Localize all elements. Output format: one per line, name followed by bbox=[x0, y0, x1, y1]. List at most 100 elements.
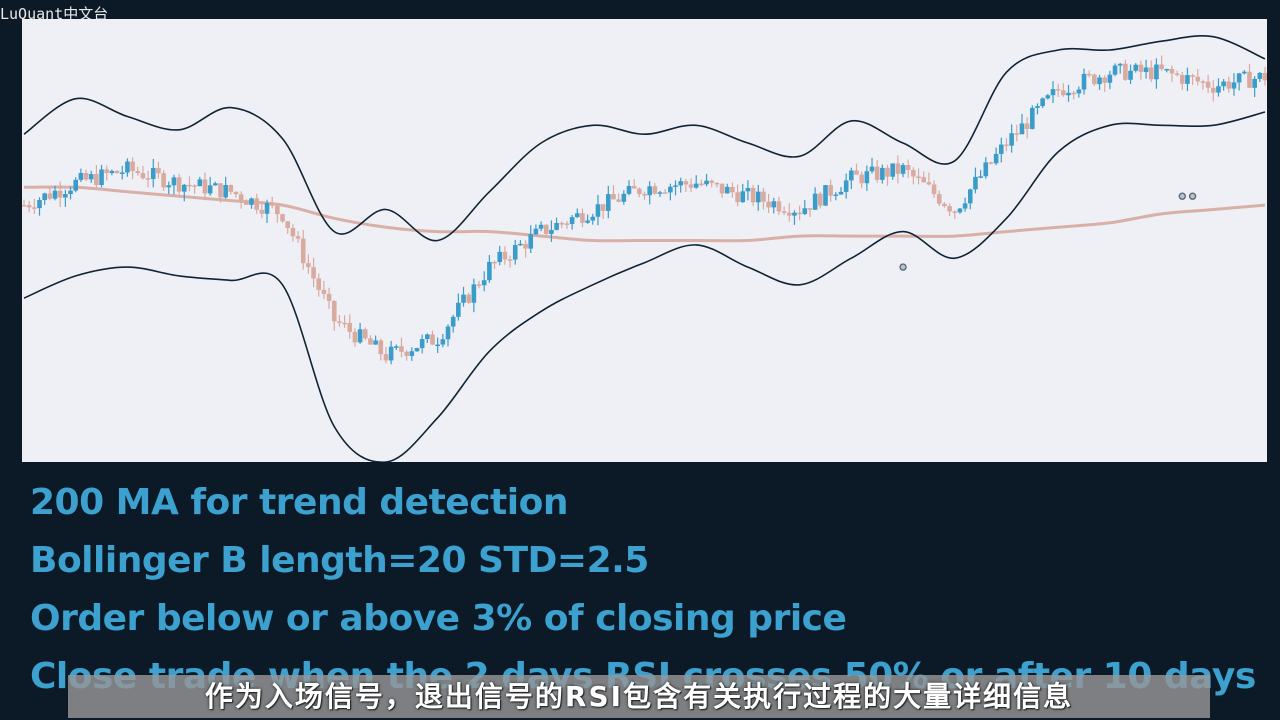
candle-body bbox=[864, 171, 870, 184]
candle-body bbox=[905, 165, 911, 170]
candle-body bbox=[957, 208, 963, 213]
candle-body bbox=[730, 186, 735, 193]
candle-body bbox=[637, 188, 642, 195]
candle-body bbox=[114, 170, 120, 174]
rule-order: Order below or above 3% of closing price bbox=[30, 598, 847, 639]
candle-body bbox=[983, 162, 989, 177]
candle-body bbox=[26, 205, 32, 208]
candle-body bbox=[238, 194, 244, 201]
candle-body bbox=[590, 216, 596, 221]
price-chart bbox=[22, 19, 1267, 462]
candle-body bbox=[600, 204, 606, 211]
candle-body bbox=[244, 200, 249, 205]
candle-body bbox=[802, 208, 808, 215]
candle-body bbox=[1035, 106, 1040, 108]
candle-body bbox=[1086, 73, 1092, 76]
candle-body bbox=[1107, 74, 1113, 83]
candle-body bbox=[1174, 73, 1180, 75]
candle-body bbox=[378, 340, 384, 355]
candle-body bbox=[1205, 81, 1211, 88]
candle-body bbox=[1231, 82, 1237, 89]
candle-body bbox=[921, 177, 927, 183]
candle-body bbox=[347, 322, 353, 332]
candle-body bbox=[1210, 87, 1216, 93]
candle-body bbox=[750, 187, 756, 203]
candle-body bbox=[104, 169, 110, 174]
candle-body bbox=[998, 144, 1004, 154]
candle-body bbox=[978, 176, 983, 178]
candle-body bbox=[99, 169, 104, 186]
candle-body bbox=[900, 165, 906, 174]
candle-body bbox=[507, 259, 513, 261]
candle-body bbox=[818, 193, 823, 206]
candle-body bbox=[1102, 77, 1108, 83]
candle-body bbox=[202, 179, 208, 194]
candle-body bbox=[538, 224, 544, 229]
candle-body bbox=[32, 207, 37, 209]
candle-body bbox=[275, 205, 280, 215]
candle-body bbox=[166, 185, 172, 188]
candle-body bbox=[745, 187, 751, 192]
candle-body bbox=[1242, 71, 1247, 74]
candle-body bbox=[1159, 64, 1164, 70]
candle-body bbox=[228, 185, 234, 192]
candle-body bbox=[662, 192, 668, 194]
candle-body bbox=[83, 172, 89, 180]
candle-body bbox=[156, 167, 161, 174]
candle-body bbox=[786, 212, 792, 216]
candle-body bbox=[766, 201, 771, 208]
candle-body bbox=[321, 289, 327, 294]
candle-body bbox=[1009, 133, 1014, 146]
candle-body bbox=[223, 185, 228, 198]
candle-body bbox=[311, 267, 316, 279]
candle-body bbox=[683, 181, 689, 185]
candle-body bbox=[119, 172, 125, 175]
candle-body bbox=[331, 300, 337, 322]
candle-body bbox=[838, 191, 844, 195]
candle-body bbox=[554, 222, 559, 230]
candle-body bbox=[719, 183, 725, 194]
candle-body bbox=[885, 167, 890, 177]
candle-body bbox=[740, 191, 746, 203]
candle-body bbox=[187, 184, 192, 187]
candle-body bbox=[316, 278, 322, 290]
candle-body bbox=[657, 192, 663, 194]
candle-body bbox=[1030, 107, 1035, 129]
candle-body bbox=[678, 181, 683, 186]
candle-body bbox=[611, 194, 616, 200]
candle-body bbox=[528, 234, 534, 249]
candle-body bbox=[388, 346, 394, 361]
candle-body bbox=[326, 293, 332, 301]
candle-body bbox=[1252, 78, 1257, 88]
candle-body bbox=[135, 171, 141, 174]
candle-body bbox=[761, 191, 766, 202]
candle-body bbox=[869, 166, 875, 172]
candle-body bbox=[936, 194, 942, 204]
candle-body bbox=[399, 346, 404, 352]
candle-body bbox=[450, 316, 456, 327]
candle-body bbox=[890, 163, 895, 177]
rule-bollinger: Bollinger B length=20 STD=2.5 bbox=[30, 540, 649, 581]
candle-body bbox=[1117, 63, 1123, 66]
candle-body bbox=[404, 351, 409, 356]
video-subtitle: 作为入场信号，退出信号的RSI包含有关执行过程的大量详细信息 bbox=[68, 675, 1210, 718]
candle-body bbox=[295, 236, 301, 239]
candle-body bbox=[797, 212, 802, 215]
candle-body bbox=[300, 238, 306, 264]
candle-body bbox=[1097, 77, 1102, 85]
candle-body bbox=[419, 338, 425, 349]
candle-body bbox=[1262, 72, 1267, 81]
candle-body bbox=[1004, 144, 1009, 147]
candle-body bbox=[88, 174, 94, 180]
candle-body bbox=[181, 184, 187, 192]
candle-body bbox=[1024, 123, 1030, 129]
strategy-rules: 200 MA for trend detection Bollinger B l… bbox=[30, 474, 1270, 706]
candle-body bbox=[218, 183, 223, 198]
candle-body bbox=[569, 217, 575, 224]
candle-body bbox=[140, 173, 146, 179]
candle-body bbox=[1185, 75, 1190, 84]
candle-body bbox=[574, 213, 580, 218]
candle-body bbox=[68, 190, 73, 195]
candle-body bbox=[823, 185, 828, 206]
candle-body bbox=[456, 302, 461, 317]
